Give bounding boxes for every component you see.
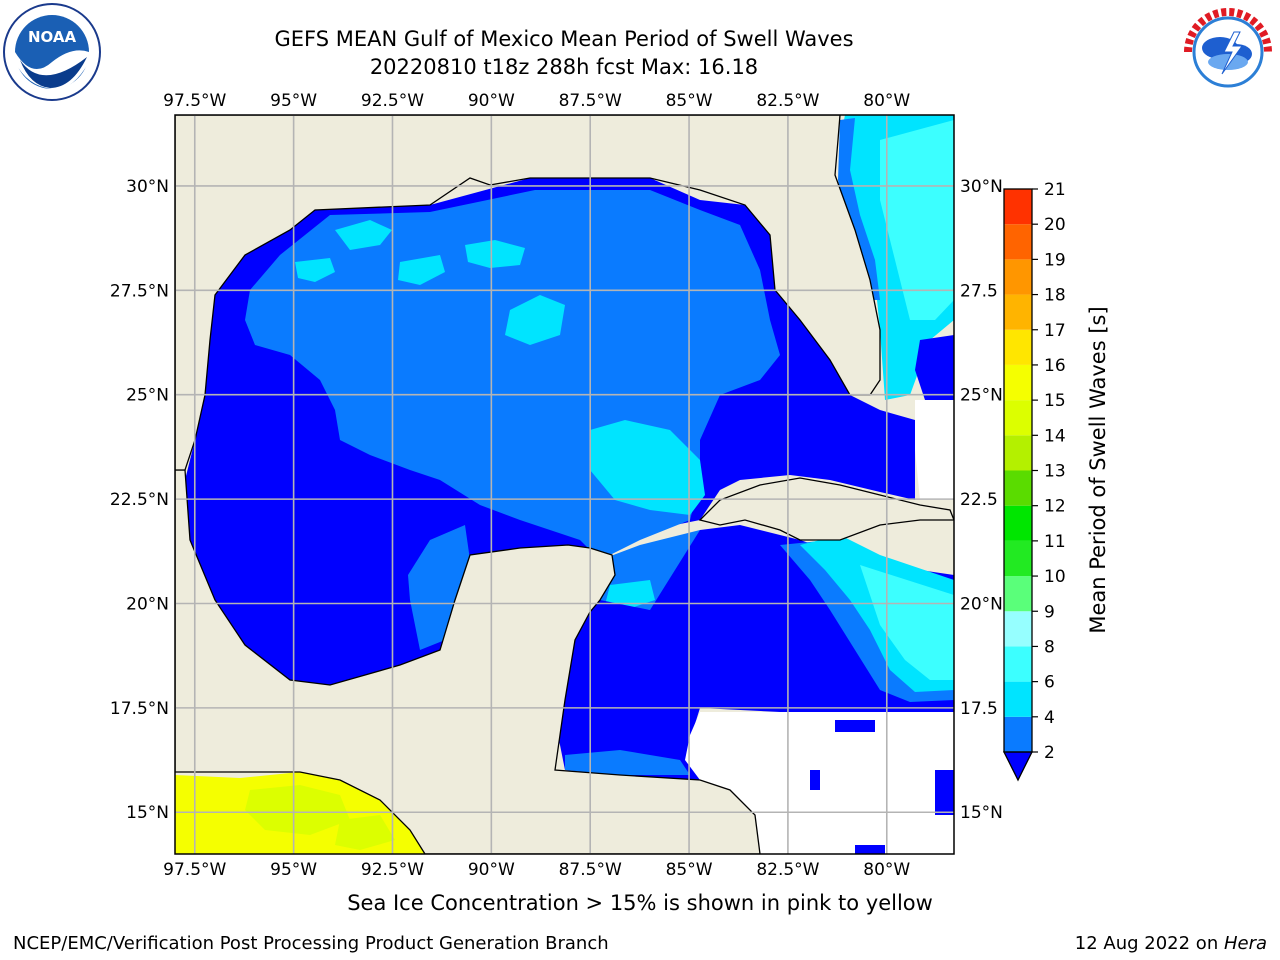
colorbar-tick-label: 19 — [1044, 250, 1066, 270]
colorbar-tick-label: 20 — [1044, 215, 1066, 235]
footer-date-text: 12 Aug 2022 on — [1074, 933, 1224, 954]
colorbar-tick-label: 8 — [1044, 637, 1055, 657]
colorbar-segment — [1004, 716, 1032, 752]
lat-label-right: 15°N — [960, 803, 1003, 823]
lat-label-left: 25°N — [126, 386, 169, 406]
map-frame — [174, 114, 955, 855]
lon-label-bottom: 90°W — [468, 860, 515, 880]
colorbar-under-arrow — [1002, 751, 1034, 782]
colorbar-tick-label: 14 — [1044, 426, 1066, 446]
colorbar-segment — [1004, 611, 1032, 647]
colorbar-segment — [1004, 364, 1032, 401]
lon-label-bottom: 85°W — [666, 860, 713, 880]
longitude-labels-top: 97.5°W 95°W 92.5°W 90°W 87.5°W 85°W 82.5°W 80°W — [163, 91, 910, 111]
lon-label-top: 87.5°W — [559, 91, 622, 111]
lat-label-right: 27.5 — [960, 281, 998, 301]
us-coastline — [175, 115, 881, 471]
colorbar-segment — [1004, 540, 1032, 577]
colorbar-tick-label: 11 — [1044, 532, 1066, 552]
colorbar-segment — [1004, 505, 1032, 541]
colorbar-segment — [1004, 435, 1032, 471]
colorbar-tick-label: 6 — [1044, 673, 1055, 693]
colorbar-tick-label: 2 — [1044, 743, 1055, 763]
colorbar-tick-label: 16 — [1044, 356, 1066, 376]
colorbar-tick-label: 21 — [1044, 180, 1066, 200]
lon-label-top: 95°W — [270, 91, 317, 111]
lon-label-top: 82.5°W — [756, 91, 819, 111]
lat-label-right: 20°N — [960, 594, 1003, 614]
colorbar-tick-label: 18 — [1044, 286, 1066, 306]
colorbar-segment — [1004, 259, 1032, 295]
longitude-labels-bottom: 97.5°W 95°W 92.5°W 90°W 87.5°W 85°W 82.5°W 80°W — [163, 860, 910, 880]
colorbar-segment — [1004, 576, 1032, 612]
colorbar-segment — [1004, 294, 1032, 330]
cuba-landmass — [698, 477, 954, 541]
chart-title: GEFS MEAN Gulf of Mexico Mean Period of … — [274, 27, 854, 51]
colorbar-segment — [1004, 189, 1032, 225]
colorbar-segment — [1004, 329, 1032, 365]
colorbar-tick-label: 15 — [1044, 391, 1066, 411]
colorbar-tick-labels: 2 4 6 8 9 10 11 12 13 14 15 16 17 18 19 20 21 — [1032, 180, 1066, 763]
lon-label-top: 80°W — [863, 91, 910, 111]
lon-label-top: 92.5°W — [361, 91, 424, 111]
latitude-labels-right: 30°N 27.5 25°N 22.5 20°N 17.5 15°N — [960, 177, 1003, 823]
lat-label-left: 17.5°N — [110, 699, 169, 719]
graticule — [175, 115, 954, 854]
lon-label-bottom: 92.5°W — [361, 860, 424, 880]
chart-subtitle: 20220810 t18z 288h fcst Max: 16.18 — [369, 55, 759, 79]
lat-label-left: 27.5°N — [110, 281, 169, 301]
noaa-logo: NOAA — [2, 2, 102, 102]
colorbar-segment — [1004, 470, 1032, 506]
lon-label-bottom: 80°W — [863, 860, 910, 880]
colorbar-segment — [1004, 224, 1032, 260]
colorbar-segment — [1004, 400, 1032, 436]
lon-label-top: 85°W — [666, 91, 713, 111]
lon-label-bottom: 87.5°W — [559, 860, 622, 880]
lon-label-bottom: 82.5°W — [756, 860, 819, 880]
colorbar-segment — [1004, 646, 1032, 682]
lat-label-right: 22.5 — [960, 490, 998, 510]
lon-label-bottom: 95°W — [270, 860, 317, 880]
gulf-swell-cyan — [590, 420, 705, 515]
lat-label-right: 17.5 — [960, 699, 998, 719]
colorbar-tick-label: 13 — [1044, 462, 1066, 482]
lat-label-left: 30°N — [126, 177, 169, 197]
footer-producer: NCEP/EMC/Verification Post Processing Pr… — [13, 933, 609, 954]
colorbar-tick-label: 9 — [1044, 602, 1055, 622]
lat-label-left: 15°N — [126, 803, 169, 823]
lat-label-left: 20°N — [126, 594, 169, 614]
lon-label-bottom: 97.5°W — [163, 860, 226, 880]
colorbar-segment — [1004, 681, 1032, 717]
colorbar-label: Mean Period of Swell Waves [s] — [1086, 306, 1110, 633]
noaa-wordmark: NOAA — [28, 28, 77, 46]
lat-label-left: 22.5°N — [110, 490, 169, 510]
lat-label-right: 25°N — [960, 386, 1003, 406]
footer-date: 12 Aug 2022 on Hera — [1075, 933, 1267, 954]
colorbar-tick-label: 17 — [1044, 321, 1066, 341]
footer-machine: Hera — [1223, 933, 1267, 954]
colorbar-tick-label: 12 — [1044, 497, 1066, 517]
lon-label-top: 97.5°W — [163, 91, 226, 111]
latitude-labels-left: 30°N 27.5°N 25°N 22.5°N 20°N 17.5°N 15°N — [110, 177, 169, 823]
lon-label-top: 90°W — [468, 91, 515, 111]
lat-label-right: 30°N — [960, 177, 1003, 197]
sea-ice-note: Sea Ice Concentration > 15% is shown in … — [347, 891, 933, 915]
colorbar-tick-label: 10 — [1044, 567, 1066, 587]
colorbar-tick-label: 4 — [1044, 708, 1055, 728]
nws-logo — [1178, 2, 1278, 102]
